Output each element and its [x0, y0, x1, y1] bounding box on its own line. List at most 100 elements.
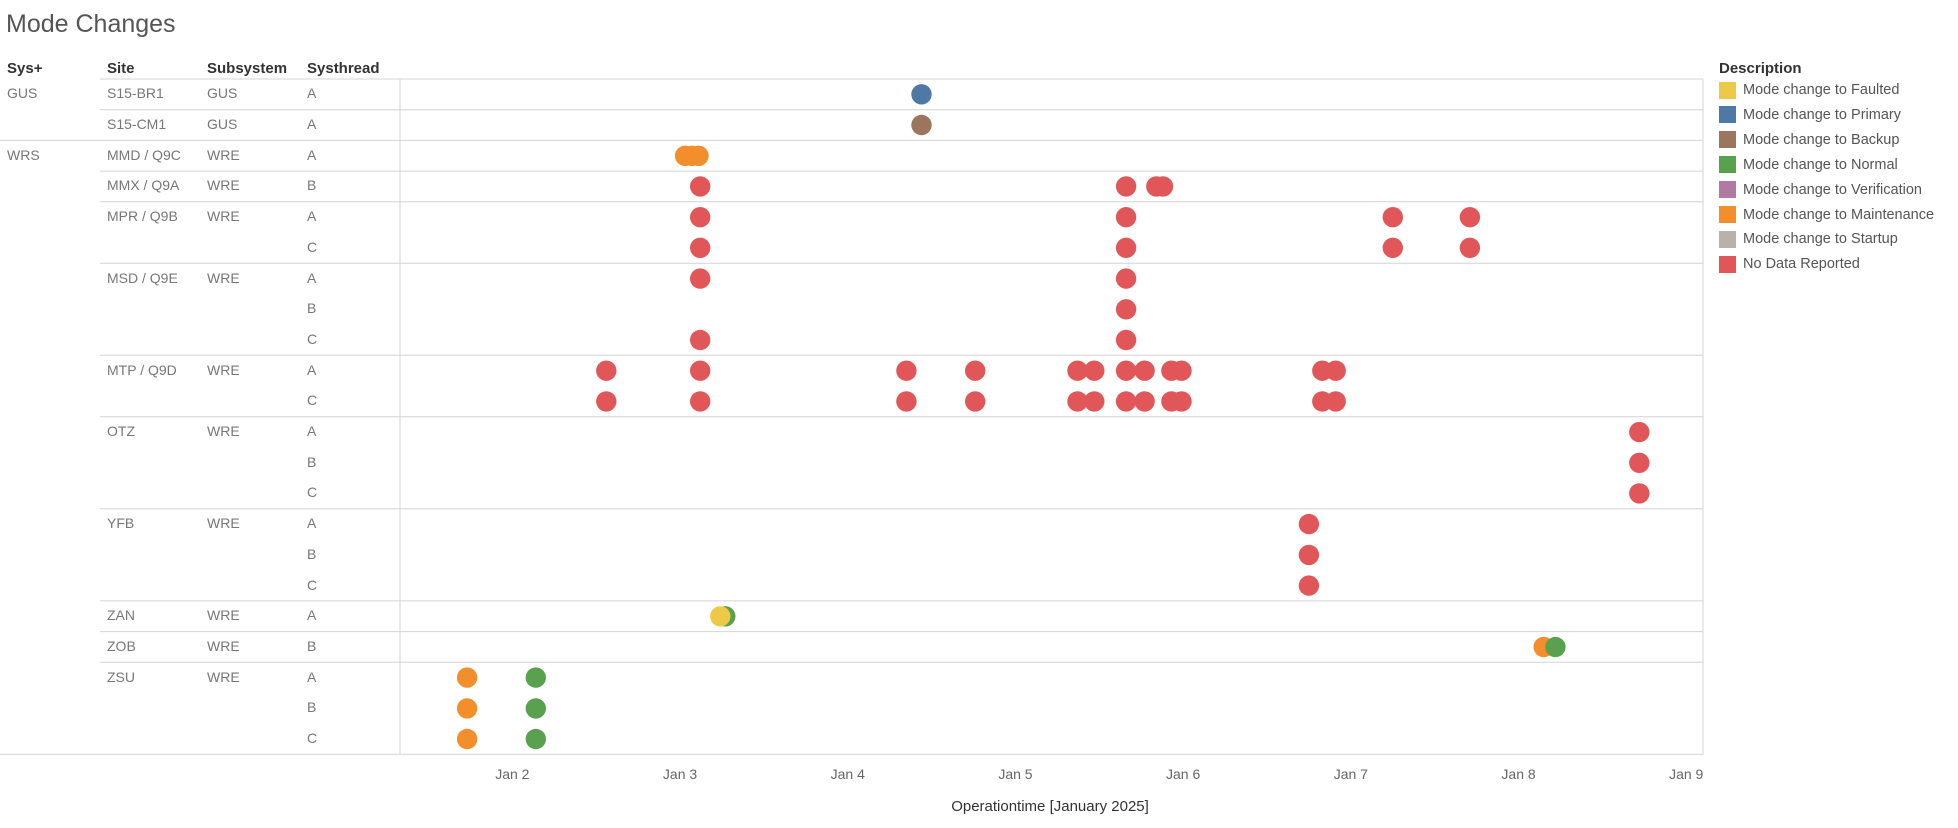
data-point[interactable]: No Data Reported [1115, 176, 1137, 197]
row-label-systhread: B [307, 637, 317, 654]
legend-label: No Data Reported [1743, 256, 1860, 273]
x-tick-label: Jan 8 [1501, 766, 1536, 782]
data-point[interactable]: No Data Reported [1115, 391, 1137, 412]
legend-label: Mode change to Primary [1743, 106, 1901, 123]
legend-label: Mode change to Verification [1743, 181, 1922, 198]
x-axis-label: Operationtime [January 2025] [951, 798, 1149, 815]
data-point[interactable]: No Data Reported [1382, 237, 1404, 258]
data-point[interactable]: No Data Reported [1298, 544, 1320, 566]
data-point[interactable]: Mode change to Backup [911, 114, 932, 136]
column-header-sys[interactable]: Sys+ [7, 60, 43, 77]
row-label-subsystem: WRE [207, 269, 240, 286]
data-point[interactable]: No Data Reported [1115, 329, 1137, 351]
data-point[interactable]: No Data Reported [690, 268, 711, 289]
legend-swatch [1719, 131, 1736, 149]
column-header-site[interactable]: Site [107, 60, 135, 77]
data-point[interactable]: No Data Reported [1134, 360, 1155, 381]
row-label-site: S15-CM1 [107, 116, 167, 133]
data-point[interactable]: Mode change to Normal [525, 667, 546, 688]
legend-item[interactable]: Mode change to Backup [1719, 130, 1899, 150]
data-point[interactable]: No Data Reported [1298, 513, 1320, 535]
legend-swatch [1719, 106, 1736, 124]
column-header-systhread[interactable]: Systhread [307, 60, 380, 77]
data-point[interactable]: Mode change to Normal [1545, 636, 1566, 658]
data-point[interactable]: Mode change to Faulted [710, 606, 731, 627]
data-point[interactable]: No Data Reported [896, 360, 917, 381]
data-point[interactable]: No Data Reported [596, 391, 617, 412]
data-point[interactable]: No Data Reported [1115, 207, 1137, 228]
data-point[interactable]: No Data Reported [1084, 360, 1105, 381]
data-point[interactable]: No Data Reported [1115, 299, 1137, 320]
row-label-subsystem: WRE [207, 423, 240, 440]
page-title: Mode Changes [6, 10, 176, 38]
data-point[interactable]: No Data Reported [1171, 360, 1192, 381]
row-label-subsystem: WRE [207, 637, 240, 654]
data-point[interactable]: No Data Reported [1325, 360, 1346, 381]
legend-swatch [1719, 181, 1736, 199]
data-point[interactable]: No Data Reported [965, 391, 986, 412]
legend-item[interactable]: Mode change to Verification [1719, 180, 1922, 200]
data-point[interactable]: No Data Reported [1134, 391, 1155, 412]
data-point[interactable]: No Data Reported [1629, 452, 1650, 473]
data-point[interactable]: No Data Reported [1459, 207, 1481, 228]
data-point[interactable]: No Data Reported [1629, 483, 1650, 504]
data-point[interactable]: Mode change to Normal [525, 698, 546, 719]
data-point[interactable]: No Data Reported [1382, 207, 1404, 228]
row-label-systhread: C [307, 484, 318, 501]
data-point[interactable]: No Data Reported [1298, 575, 1320, 596]
data-point[interactable]: No Data Reported [1629, 421, 1650, 443]
data-point[interactable]: No Data Reported [690, 329, 711, 351]
data-point[interactable]: No Data Reported [690, 391, 711, 412]
data-point[interactable]: No Data Reported [690, 207, 711, 228]
row-label-systhread: C [307, 330, 318, 347]
data-point[interactable]: No Data Reported [965, 360, 986, 381]
data-point[interactable]: No Data Reported [1115, 360, 1137, 381]
data-point[interactable]: No Data Reported [1067, 360, 1088, 381]
row-label-systhread: B [307, 545, 317, 562]
row-label-systhread: B [307, 453, 317, 470]
legend-item[interactable]: No Data Reported [1719, 254, 1860, 274]
data-point[interactable]: No Data Reported [596, 360, 617, 381]
row-label-site: MMX / Q9A [107, 177, 180, 194]
data-point[interactable]: No Data Reported [1325, 391, 1346, 412]
data-point[interactable]: Mode change to Normal [525, 728, 546, 750]
column-header-subsystem[interactable]: Subsystem [207, 60, 288, 77]
data-point[interactable]: Mode change to Primary [911, 84, 932, 105]
row-label-subsystem: WRE [207, 208, 240, 225]
data-point[interactable]: Mode change to Maintenance [456, 667, 478, 688]
row-label-site: MMD / Q9C [107, 146, 181, 163]
data-point[interactable]: No Data Reported [1084, 391, 1105, 412]
row-label-systhread: B [307, 300, 317, 317]
legend-item[interactable]: Mode change to Faulted [1719, 80, 1899, 100]
data-point[interactable]: No Data Reported [690, 237, 711, 258]
row-label-systhread: B [307, 177, 317, 194]
row-label-sys: WRS [7, 146, 40, 163]
row-label-site: MSD / Q9E [107, 269, 178, 286]
row-label-systhread: A [307, 85, 317, 102]
legend-item[interactable]: Mode change to Maintenance [1719, 205, 1934, 225]
legend-label: Mode change to Backup [1743, 131, 1900, 148]
data-point[interactable]: Mode change to Maintenance [456, 698, 478, 719]
legend-item[interactable]: Mode change to Normal [1719, 155, 1898, 175]
data-point[interactable]: No Data Reported [1115, 268, 1137, 289]
row-label-systhread: C [307, 576, 318, 593]
row-label-sys: GUS [7, 85, 38, 102]
data-point[interactable]: No Data Reported [1459, 237, 1481, 258]
legend-swatch [1719, 230, 1736, 248]
legend-item[interactable]: Mode change to Startup [1719, 229, 1898, 249]
data-point[interactable]: No Data Reported [896, 391, 917, 412]
data-point[interactable]: No Data Reported [690, 176, 711, 197]
legend-item[interactable]: Mode change to Primary [1719, 105, 1901, 125]
x-tick-label: Jan 9 [1669, 766, 1704, 782]
data-point[interactable]: No Data Reported [1115, 237, 1137, 258]
row-label-subsystem: GUS [207, 116, 238, 133]
data-point[interactable]: No Data Reported [1171, 391, 1192, 412]
data-point[interactable]: No Data Reported [1152, 176, 1174, 197]
row-label-site: OTZ [107, 423, 135, 440]
legend-label: Mode change to Normal [1743, 156, 1898, 173]
data-point[interactable]: No Data Reported [1067, 391, 1088, 412]
data-point[interactable]: No Data Reported [690, 360, 711, 381]
data-point[interactable]: Mode change to Maintenance [456, 728, 478, 750]
data-point[interactable]: Mode change to Maintenance [688, 145, 709, 166]
